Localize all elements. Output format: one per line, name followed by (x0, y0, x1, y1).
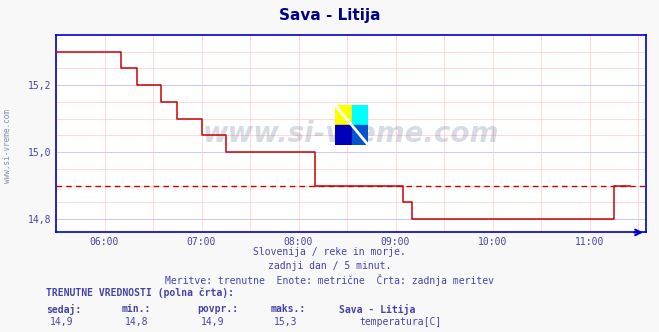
Text: temperatura[C]: temperatura[C] (359, 317, 442, 327)
Bar (335, 105, 352, 125)
Bar (352, 105, 368, 125)
Text: povpr.:: povpr.: (198, 304, 239, 314)
Text: 14,9: 14,9 (49, 317, 73, 327)
Text: Meritve: trenutne  Enote: metrične  Črta: zadnja meritev: Meritve: trenutne Enote: metrične Črta: … (165, 274, 494, 286)
Text: www.si-vreme.com: www.si-vreme.com (3, 109, 13, 183)
Text: Sava - Litija: Sava - Litija (279, 8, 380, 23)
Text: maks.:: maks.: (270, 304, 305, 314)
Text: Slovenija / reke in morje.: Slovenija / reke in morje. (253, 247, 406, 257)
Text: www.si-vreme.com: www.si-vreme.com (203, 120, 499, 148)
Bar (335, 125, 352, 145)
Text: TRENUTNE VREDNOSTI (polna črta):: TRENUTNE VREDNOSTI (polna črta): (46, 287, 234, 298)
Text: zadnji dan / 5 minut.: zadnji dan / 5 minut. (268, 261, 391, 271)
Text: Sava - Litija: Sava - Litija (339, 304, 416, 315)
Text: min.:: min.: (122, 304, 152, 314)
Text: 14,9: 14,9 (201, 317, 225, 327)
Text: 15,3: 15,3 (273, 317, 297, 327)
Text: 14,8: 14,8 (125, 317, 149, 327)
Bar (352, 125, 368, 145)
Text: sedaj:: sedaj: (46, 304, 81, 315)
